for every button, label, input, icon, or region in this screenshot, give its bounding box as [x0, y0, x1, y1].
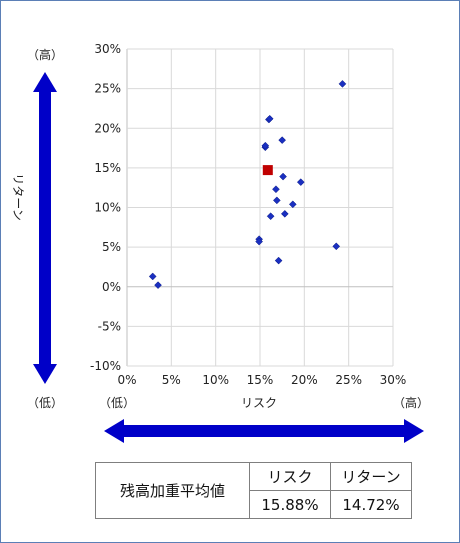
x-axis-name: リスク	[241, 396, 277, 410]
summary-return-value: 14.72%	[330, 490, 412, 519]
fund-point	[261, 141, 270, 150]
fund-point	[266, 212, 275, 221]
x-tick-label: 15%	[247, 373, 274, 387]
y-axis-arrow	[33, 72, 57, 384]
summary-risk-header: リスク	[249, 462, 331, 491]
x-tick-label: 30%	[380, 373, 407, 387]
fund-point	[265, 114, 274, 123]
x-axis-arrow	[104, 419, 424, 443]
summary-risk-value: 15.88%	[249, 490, 331, 519]
x-tick-label: 10%	[202, 373, 229, 387]
x-tick-label: 0%	[117, 373, 136, 387]
fund-point	[279, 172, 287, 181]
y-tick-label: 20%	[94, 121, 121, 135]
fund-point	[274, 256, 283, 265]
x-tick-label: 25%	[335, 373, 362, 387]
y-tick-label: 10%	[94, 201, 121, 215]
fund-point	[338, 80, 347, 88]
fund-point	[148, 272, 157, 281]
fund-point	[280, 209, 289, 218]
summary-row-label: 残高加重平均値	[95, 462, 250, 519]
x-tick-label: 20%	[291, 373, 318, 387]
data-points	[148, 80, 347, 290]
fund-point	[272, 196, 281, 205]
fund-point	[278, 136, 287, 144]
y-axis-name: リターン	[11, 173, 25, 220]
x-high-label: （高）	[393, 395, 429, 410]
tick-labels: 0% 5% 10% 15% 20% 25% 30% 30% 25% 20% 15% 10% 5% 0% -5…	[90, 42, 406, 387]
fund-point	[272, 185, 280, 194]
y-tick-label: 0%	[102, 280, 121, 294]
average-point	[262, 165, 273, 176]
y-tick-label: -5%	[98, 319, 121, 333]
fund-point	[154, 281, 162, 290]
y-low-label: （低）	[27, 396, 63, 410]
fund-point	[296, 178, 305, 186]
y-tick-label: 25%	[94, 82, 121, 96]
grid	[126, 48, 394, 367]
y-tick-label: 5%	[102, 240, 121, 254]
x-low-label: （低）	[99, 396, 135, 410]
fund-point	[332, 242, 341, 251]
y-tick-label: -10%	[90, 359, 121, 373]
fund-point	[255, 237, 263, 246]
fund-point	[288, 200, 297, 209]
summary-return-header: リターン	[330, 462, 412, 491]
y-tick-label: 30%	[94, 42, 121, 56]
summary-table: 残高加重平均値 リスク リターン 15.88% 14.72%	[95, 462, 412, 519]
x-tick-label: 5%	[162, 373, 181, 387]
y-high-label: （高）	[27, 47, 63, 62]
y-tick-label: 15%	[94, 161, 121, 175]
